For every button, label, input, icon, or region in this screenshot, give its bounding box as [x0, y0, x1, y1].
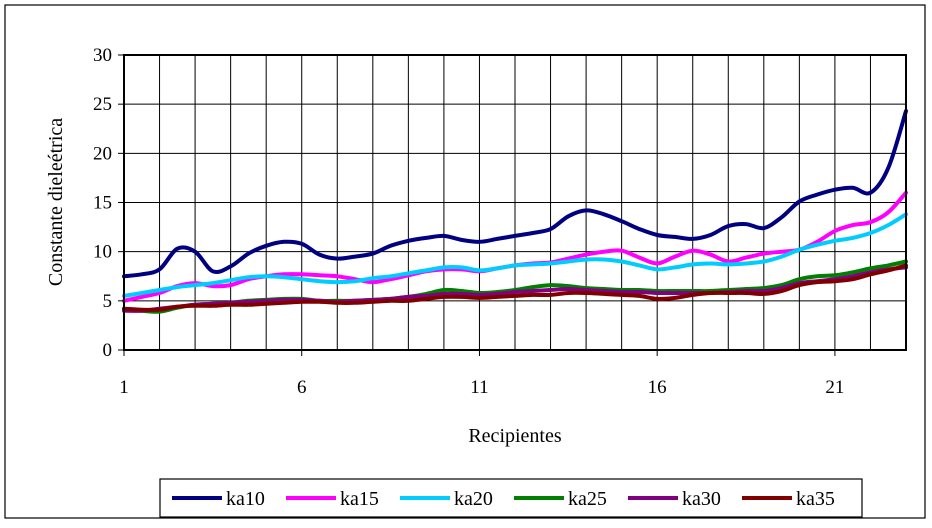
legend-label-ka10: ka10: [226, 488, 265, 510]
x-tick-label: 6: [297, 377, 307, 398]
y-tick-label: 20: [93, 143, 112, 164]
y-tick-label: 30: [93, 45, 112, 66]
y-tick-label: 15: [93, 193, 112, 214]
legend-label-ka15: ka15: [340, 488, 379, 510]
x-tick-label: 21: [825, 377, 844, 398]
series-line-ka10: [122, 109, 908, 279]
legend: ka10 ka15 ka20 ka25 ka30 ka35: [172, 488, 835, 510]
y-tick-label: 5: [103, 291, 113, 312]
series-line-ka20: [122, 212, 908, 298]
series-line-ka35: [122, 263, 908, 312]
x-axis-title: Recipientes: [468, 425, 562, 447]
series-lines: [122, 109, 908, 314]
y-axis-title: Constante dieleétrica: [45, 118, 67, 286]
y-tick-label: 25: [93, 94, 112, 115]
legend-label-ka30: ka30: [682, 488, 721, 510]
y-tick-label: 0: [103, 340, 113, 361]
x-tick-label: 1: [119, 377, 129, 398]
y-tick-label: 10: [93, 242, 112, 263]
legend-label-ka25: ka25: [568, 488, 607, 510]
legend-label-ka35: ka35: [796, 488, 835, 510]
x-tick-label: 11: [470, 377, 488, 398]
legend-label-ka20: ka20: [454, 488, 493, 510]
series-line-ka30: [122, 265, 908, 313]
x-tick-label: 16: [648, 377, 667, 398]
